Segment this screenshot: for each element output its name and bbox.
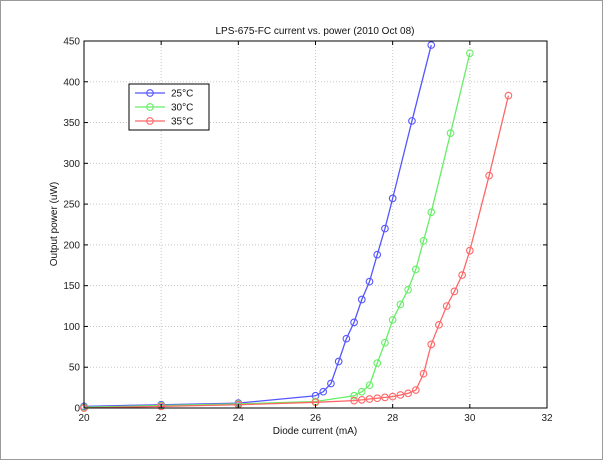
data-point: [504, 91, 513, 100]
x-tick-label: 20: [78, 413, 90, 424]
data-point: [404, 389, 412, 398]
data-point: [388, 194, 397, 203]
x-tick-label: 24: [233, 413, 245, 424]
x-axis-label: Diode current (mA): [273, 426, 357, 437]
y-axis-label: Output power (uW): [49, 182, 60, 266]
y-tick-label: 450: [63, 37, 80, 48]
chart-title: LPS-675-FC current vs. power (2010 Oct 0…: [216, 26, 415, 37]
data-point: [350, 318, 358, 327]
x-tick-label: 26: [310, 413, 322, 424]
data-point: [427, 41, 436, 49]
data-point: [357, 395, 366, 404]
data-point: [450, 287, 459, 296]
y-tick-label: 50: [69, 363, 81, 374]
data-point: [373, 359, 382, 367]
data-point: [350, 391, 358, 400]
data-point: [388, 316, 397, 324]
data-point: [381, 393, 389, 402]
data-point: [365, 277, 374, 286]
data-point: [357, 295, 366, 304]
legend-label: 25°C: [171, 89, 193, 100]
data-point: [365, 395, 374, 403]
data-point: [435, 320, 443, 329]
series-layer: [80, 41, 513, 412]
x-tick-label: 32: [541, 413, 553, 424]
y-tick-label: 100: [63, 322, 80, 333]
data-point: [442, 302, 451, 310]
x-tick-label: 28: [387, 413, 399, 424]
data-point: [485, 171, 493, 180]
data-point: [396, 391, 405, 399]
legend-marker: [146, 89, 154, 97]
y-tick-label: 400: [63, 77, 80, 88]
data-point: [342, 334, 351, 343]
legend-marker: [146, 103, 154, 111]
y-tick-label: 300: [63, 159, 80, 170]
x-axis: 20 22 24 26 28 30 32: [78, 41, 553, 424]
data-point: [446, 129, 455, 138]
data-point: [350, 396, 358, 405]
data-point: [357, 387, 366, 396]
data-point: [404, 285, 412, 294]
y-tick-label: 200: [63, 240, 80, 251]
data-point: [465, 49, 474, 58]
data-point: [419, 236, 428, 245]
y-tick-label: 350: [63, 118, 80, 129]
data-point: [373, 394, 382, 403]
grid-lines: [84, 41, 547, 408]
data-point: [465, 246, 474, 255]
data-point: [427, 208, 436, 217]
y-tick-label: 250: [63, 200, 80, 211]
data-point: [334, 357, 343, 366]
data-point: [458, 271, 466, 279]
series-2: [80, 91, 513, 412]
series-line: [83, 44, 432, 408]
legend-label: 30°C: [171, 103, 193, 114]
series-line: [83, 95, 510, 409]
data-point: [327, 379, 335, 388]
legend-label: 35°C: [171, 117, 193, 128]
data-point: [396, 300, 405, 309]
legend: 25°C 30°C 35°C: [128, 83, 210, 131]
data-point: [388, 392, 397, 401]
data-point: [408, 117, 416, 125]
legend-marker: [146, 117, 154, 125]
x-tick-label: 30: [464, 413, 476, 424]
data-point: [365, 381, 374, 390]
data-point: [381, 224, 389, 233]
x-tick-label: 22: [156, 413, 168, 424]
series-line: [83, 53, 471, 408]
data-point: [419, 369, 428, 378]
data-point: [381, 338, 389, 347]
data-point: [157, 402, 166, 411]
series-1: [80, 49, 474, 412]
y-tick-label: 150: [63, 281, 80, 292]
data-point: [411, 386, 420, 394]
data-point: [319, 387, 328, 396]
data-point: [427, 340, 436, 349]
data-point: [373, 250, 382, 259]
y-axis: 0 50 100 150 200 250 300 350 400 450: [63, 37, 547, 415]
data-point: [411, 265, 420, 274]
y-tick-label: 0: [74, 404, 80, 415]
